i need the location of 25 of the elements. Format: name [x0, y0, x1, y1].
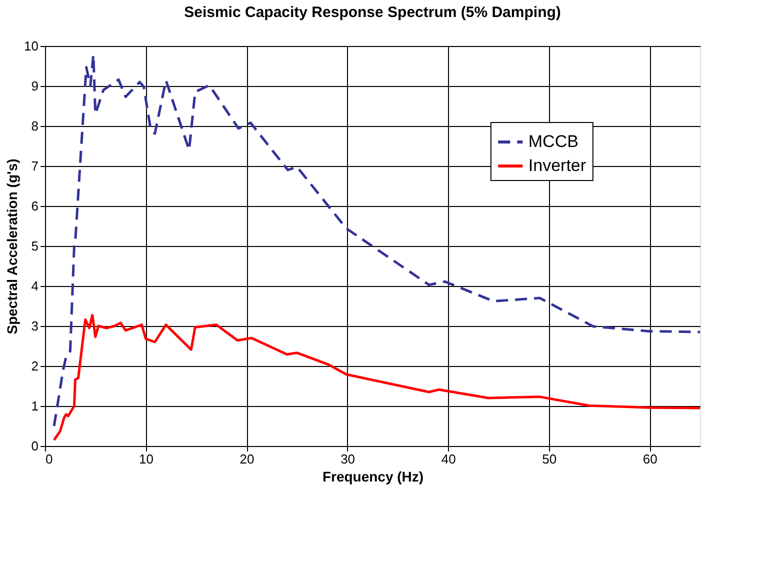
- y-tick-label: 4: [31, 278, 38, 294]
- x-tick-label: 40: [441, 452, 456, 466]
- y-tick-label: 9: [31, 78, 38, 94]
- x-tick-label: 60: [642, 452, 658, 466]
- x-tick-label: 30: [340, 452, 356, 466]
- y-tick-label: 6: [31, 198, 38, 214]
- legend-label: Inverter: [528, 156, 586, 175]
- y-tick-label: 7: [31, 158, 38, 174]
- y-tick-label: 2: [31, 358, 38, 374]
- legend-label: MCCB: [528, 132, 578, 151]
- y-tick-label: 10: [24, 38, 38, 54]
- y-tick-label: 5: [31, 238, 38, 254]
- y-axis-title: Spectral Acceleration (g's): [4, 158, 20, 334]
- y-tick-label: 0: [31, 438, 38, 454]
- x-tick-label: 10: [139, 452, 154, 466]
- y-tick-label: 8: [31, 118, 38, 134]
- x-tick-label: 50: [542, 452, 557, 466]
- y-tick-label: 3: [31, 318, 38, 334]
- chart-title: Seismic Capacity Response Spectrum (5% Damping): [184, 4, 561, 21]
- x-axis-title: Frequency (Hz): [322, 468, 424, 484]
- line-series: [52, 54, 702, 428]
- line-series: [52, 314, 702, 442]
- x-tick-label: 0: [46, 452, 53, 466]
- y-tick-label: 1: [31, 398, 38, 414]
- x-tick-label: 20: [240, 452, 254, 466]
